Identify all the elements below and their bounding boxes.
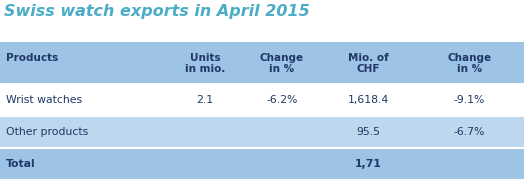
Text: -9.1%: -9.1% (454, 95, 485, 105)
Text: Other products: Other products (6, 127, 88, 137)
Text: in %: in % (457, 64, 482, 74)
Bar (242, 116, 322, 148)
Text: in mio.: in mio. (185, 64, 225, 74)
Text: Total: Total (6, 159, 36, 169)
Text: 1,71: 1,71 (355, 159, 382, 169)
Bar (0, 84, 168, 116)
Text: Change: Change (260, 53, 304, 63)
Bar (242, 42, 322, 84)
Text: 2.1: 2.1 (196, 95, 214, 105)
Bar (415, 148, 524, 180)
Bar (0, 42, 168, 84)
Text: Products: Products (6, 53, 58, 63)
Bar (242, 84, 322, 116)
Bar (168, 148, 242, 180)
Bar (322, 116, 415, 148)
Text: Wrist watches: Wrist watches (6, 95, 82, 105)
Bar (415, 84, 524, 116)
Text: Mio. of: Mio. of (348, 53, 389, 63)
Bar (242, 148, 322, 180)
Text: Change: Change (447, 53, 492, 63)
Bar (168, 116, 242, 148)
Text: Units: Units (190, 53, 220, 63)
Text: -6.2%: -6.2% (266, 95, 298, 105)
Text: -6.7%: -6.7% (454, 127, 485, 137)
Bar (168, 84, 242, 116)
Bar (415, 42, 524, 84)
Text: Swiss watch exports in April 2015: Swiss watch exports in April 2015 (4, 4, 310, 19)
Text: 95.5: 95.5 (356, 127, 380, 137)
Text: 1,618.4: 1,618.4 (348, 95, 389, 105)
Bar (0, 116, 168, 148)
Bar (322, 148, 415, 180)
Text: CHF: CHF (357, 64, 380, 74)
Bar (322, 42, 415, 84)
Bar (168, 42, 242, 84)
Text: in %: in % (269, 64, 294, 74)
Bar (322, 84, 415, 116)
Bar (415, 116, 524, 148)
Bar (0, 148, 168, 180)
